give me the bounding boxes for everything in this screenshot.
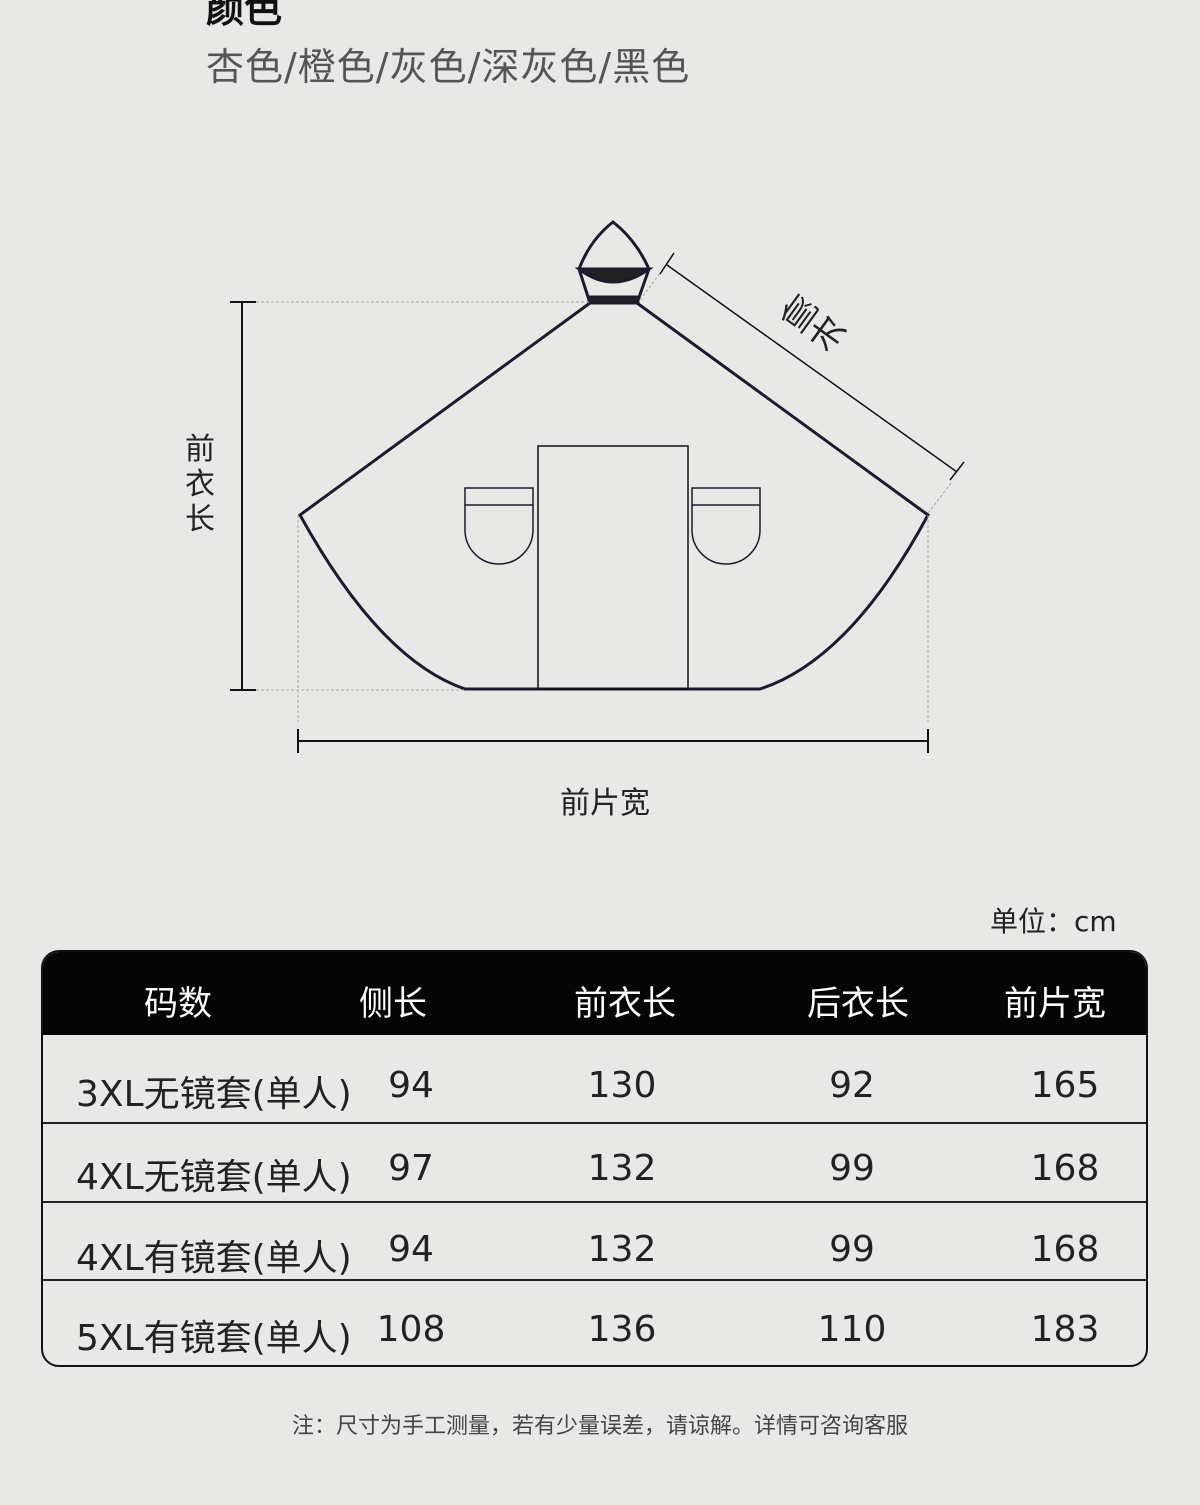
front-width-label: 前片宽 [560, 786, 650, 821]
header-front-length: 前衣长 [574, 984, 676, 1024]
size-cell: 3XL无镜套(单人) [76, 1074, 352, 1115]
front-width-cell: 168 [1030, 1229, 1100, 1270]
front-width-cell: 168 [1030, 1148, 1100, 1189]
back-length-cell: 110 [817, 1309, 887, 1350]
section-heading: 颜色 [206, 0, 283, 31]
side-length-cell: 97 [388, 1148, 434, 1189]
header-back-length: 后衣长 [807, 984, 909, 1024]
table-row: 5XL有镜套(单人) 108 136 110 183 [43, 1279, 1146, 1365]
center-panel [537, 445, 689, 690]
front-length-dimension [230, 301, 256, 691]
side-length-cell: 94 [388, 1229, 434, 1270]
header-side-length: 侧长 [359, 984, 427, 1024]
table-row: 3XL无镜套(单人) 94 130 92 165 [43, 1035, 1146, 1124]
side-length-cell: 94 [388, 1065, 434, 1106]
unit-label: 单位：cm [990, 905, 1117, 938]
right-pocket [691, 487, 761, 565]
left-pocket [464, 487, 534, 565]
size-table: 码数 侧长 前衣长 后衣长 前片宽 3XL无镜套(单人) 94 130 92 1… [41, 950, 1148, 1367]
table-header: 码数 侧长 前衣长 后衣长 前片宽 [43, 952, 1146, 1035]
size-cell: 4XL无镜套(单人) [76, 1157, 352, 1198]
front-length-cell: 132 [587, 1229, 657, 1270]
table-row: 4XL有镜套(单人) 94 132 99 168 [43, 1201, 1146, 1281]
front-width-cell: 165 [1030, 1065, 1100, 1106]
back-length-cell: 99 [829, 1148, 875, 1189]
measurement-note: 注：尺寸为手工测量，若有少量误差，请谅解。详情可咨询客服 [291, 1414, 908, 1439]
color-options: 杏色/橙色/灰色/深灰色/黑色 [206, 45, 691, 89]
poncho-diagram [230, 220, 965, 753]
back-length-cell: 99 [829, 1229, 875, 1270]
size-cell: 5XL有镜套(单人) [76, 1318, 352, 1359]
table-row: 4XL无镜套(单人) 97 132 99 168 [43, 1122, 1146, 1203]
front-length-cell: 136 [587, 1309, 657, 1350]
front-length-cell: 130 [587, 1065, 657, 1106]
header-front-width: 前片宽 [1004, 984, 1106, 1024]
front-length-cell: 132 [587, 1148, 657, 1189]
hood-icon [574, 220, 654, 305]
back-length-cell: 92 [829, 1065, 875, 1106]
header-size: 码数 [144, 984, 212, 1024]
poncho-outline [298, 301, 930, 691]
guide-lines [256, 267, 953, 722]
front-length-label: 前衣长 [185, 432, 215, 537]
front-width-cell: 183 [1030, 1309, 1100, 1350]
front-width-dimension [297, 729, 929, 753]
side-length-cell: 108 [376, 1309, 446, 1350]
side-length-dimension [659, 252, 965, 481]
size-cell: 4XL有镜套(单人) [76, 1238, 352, 1279]
